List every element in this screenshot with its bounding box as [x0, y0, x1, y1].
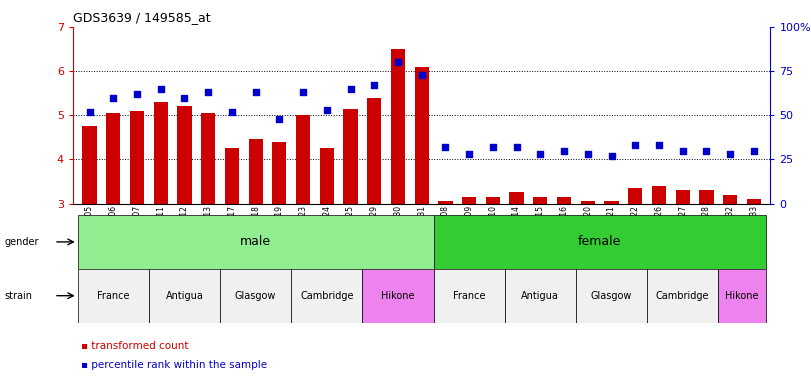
- Point: [510, 144, 523, 150]
- Bar: [130, 111, 144, 204]
- Bar: [291, 269, 363, 323]
- Bar: [438, 201, 453, 204]
- Bar: [462, 197, 476, 204]
- Bar: [723, 195, 737, 204]
- Point: [131, 91, 144, 97]
- Point: [439, 144, 452, 150]
- Point: [748, 147, 761, 154]
- Bar: [504, 269, 576, 323]
- Point: [249, 89, 262, 95]
- Bar: [78, 215, 434, 269]
- Bar: [533, 197, 547, 204]
- Bar: [581, 201, 595, 204]
- Bar: [647, 269, 719, 323]
- Bar: [78, 269, 149, 323]
- Bar: [719, 269, 766, 323]
- Bar: [296, 115, 311, 204]
- Bar: [576, 269, 647, 323]
- Bar: [391, 49, 406, 204]
- Point: [83, 109, 96, 115]
- Bar: [434, 269, 504, 323]
- Point: [629, 142, 642, 148]
- Text: GDS3639 / 149585_at: GDS3639 / 149585_at: [73, 11, 211, 24]
- Bar: [320, 148, 334, 204]
- Bar: [153, 102, 168, 204]
- Point: [344, 86, 357, 92]
- Bar: [343, 109, 358, 204]
- Bar: [676, 190, 690, 204]
- Text: Antigua: Antigua: [521, 291, 560, 301]
- Point: [272, 116, 285, 122]
- Point: [558, 147, 571, 154]
- Bar: [557, 197, 571, 204]
- Point: [581, 151, 594, 157]
- Point: [107, 94, 120, 101]
- Bar: [652, 186, 666, 204]
- Bar: [178, 106, 191, 204]
- Bar: [225, 148, 239, 204]
- Point: [487, 144, 500, 150]
- Bar: [363, 269, 434, 323]
- Point: [653, 142, 666, 148]
- Text: Hikone: Hikone: [381, 291, 414, 301]
- Point: [676, 147, 689, 154]
- Bar: [201, 113, 216, 204]
- Bar: [604, 201, 619, 204]
- Point: [534, 151, 547, 157]
- Point: [154, 86, 167, 92]
- Point: [463, 151, 476, 157]
- Bar: [486, 197, 500, 204]
- Bar: [220, 269, 291, 323]
- Point: [225, 109, 238, 115]
- Point: [367, 82, 380, 88]
- Bar: [367, 98, 381, 204]
- Bar: [628, 188, 642, 204]
- Point: [297, 89, 310, 95]
- Text: Hikone: Hikone: [725, 291, 759, 301]
- Bar: [747, 199, 761, 204]
- Point: [202, 89, 215, 95]
- Text: France: France: [97, 291, 130, 301]
- Bar: [248, 139, 263, 204]
- Bar: [149, 269, 220, 323]
- Point: [178, 94, 191, 101]
- Point: [605, 153, 618, 159]
- Text: female: female: [578, 235, 621, 248]
- Text: Glasgow: Glasgow: [235, 291, 277, 301]
- Bar: [434, 215, 766, 269]
- Bar: [699, 190, 714, 204]
- Text: Antigua: Antigua: [165, 291, 204, 301]
- Point: [320, 107, 333, 113]
- Bar: [414, 67, 429, 204]
- Point: [392, 59, 405, 65]
- Bar: [83, 126, 97, 204]
- Text: ▪ percentile rank within the sample: ▪ percentile rank within the sample: [81, 360, 268, 370]
- Point: [700, 147, 713, 154]
- Text: France: France: [453, 291, 486, 301]
- Text: male: male: [240, 235, 271, 248]
- Point: [723, 151, 736, 157]
- Text: gender: gender: [4, 237, 39, 247]
- Bar: [106, 113, 121, 204]
- Bar: [272, 142, 286, 204]
- Text: Glasgow: Glasgow: [591, 291, 633, 301]
- Text: ▪ transformed count: ▪ transformed count: [81, 341, 189, 351]
- Text: Cambridge: Cambridge: [656, 291, 710, 301]
- Text: strain: strain: [4, 291, 32, 301]
- Point: [415, 71, 428, 78]
- Text: Cambridge: Cambridge: [300, 291, 354, 301]
- Bar: [509, 192, 524, 204]
